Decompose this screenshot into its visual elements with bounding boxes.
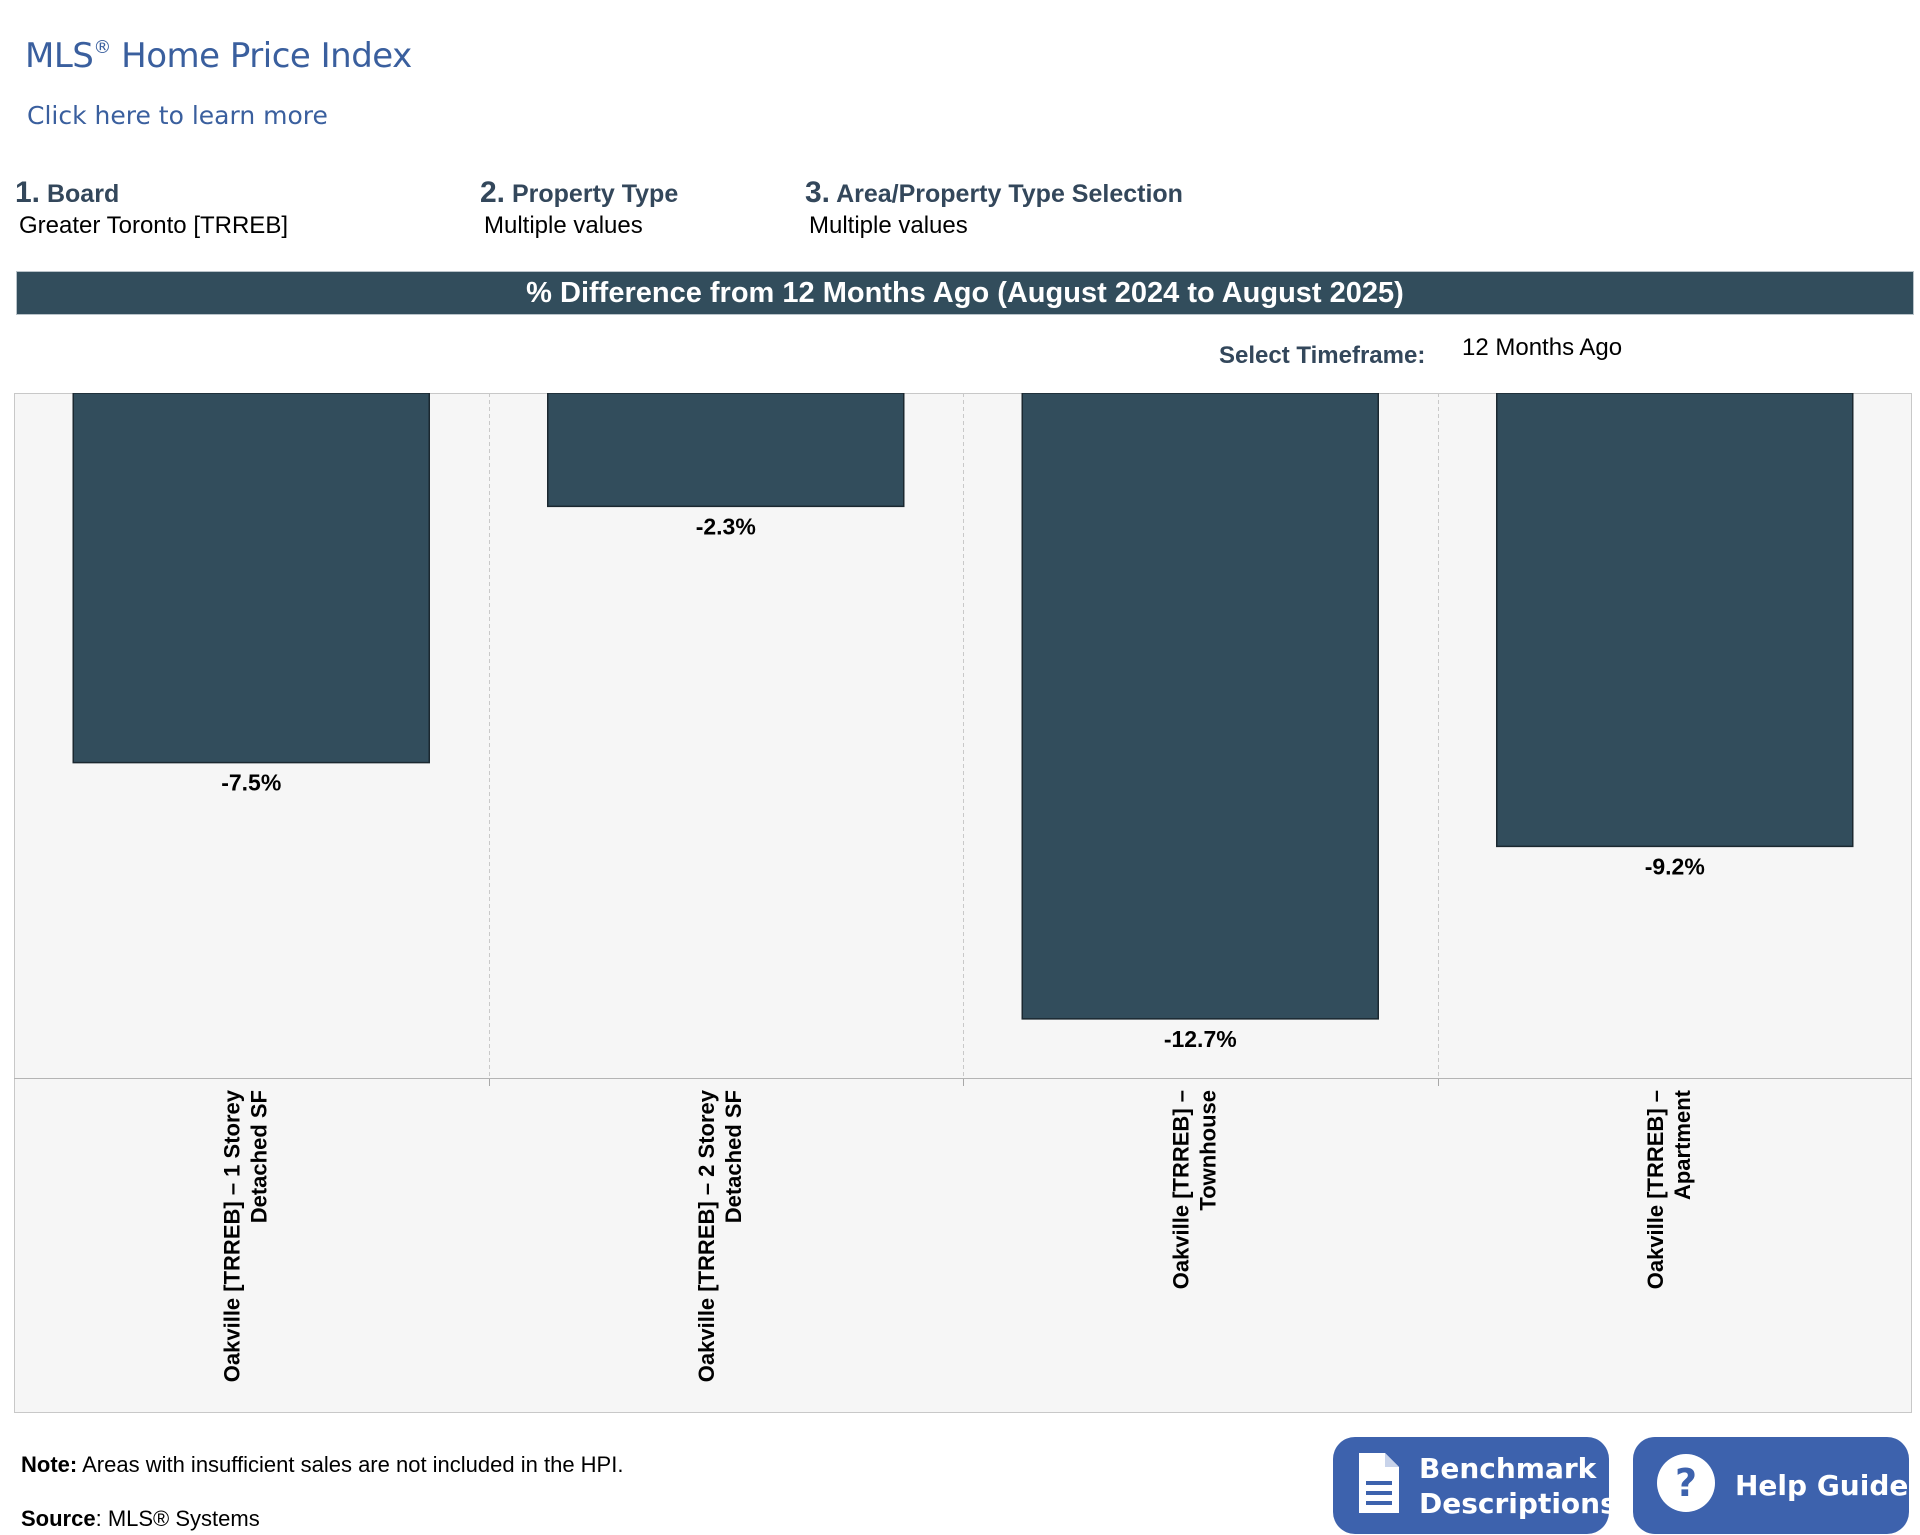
note-body: Areas with insufficient sales are not in… (77, 1452, 624, 1477)
svg-text:?: ? (1675, 1461, 1697, 1505)
timeframe-label: Select Timeframe: (1219, 342, 1426, 369)
data-label: -7.5% (221, 770, 281, 796)
registered-mark: ® (93, 37, 111, 58)
board-filter-heading: 1. Board (15, 176, 292, 210)
help-guide-button[interactable]: ? Help Guide (1633, 1437, 1909, 1534)
category-label: Oakville [TRREB] – 1 Storey (219, 1089, 244, 1382)
property-type-select[interactable]: Multiple values (484, 212, 643, 239)
page-title: MLS® Home Price Index (25, 36, 412, 76)
data-label: -12.7% (1164, 1026, 1237, 1052)
property-type-filter-heading: 2. Property Type (480, 176, 678, 210)
category-label: Detached SF (721, 1090, 746, 1223)
area-selection-filter-label: Area/Property Type Selection (836, 180, 1183, 208)
category-label: Oakville [TRREB] – (1168, 1090, 1193, 1289)
document-icon (1355, 1449, 1403, 1522)
title-mls: MLS (25, 36, 94, 76)
title-rest: Home Price Index (110, 36, 412, 76)
property-type-filter-number: 2. (480, 176, 506, 209)
timeframe-select[interactable]: 12 Months Ago (1462, 334, 1623, 361)
note-text: Note: Areas with insufficient sales are … (21, 1452, 623, 1478)
source-body: : MLS® Systems (95, 1506, 260, 1531)
help-button-label: Help Guide (1735, 1469, 1909, 1502)
source-text: Source: MLS® Systems (21, 1506, 260, 1532)
area-selection-filter: 3. Area/Property Type Selection Multiple… (805, 176, 1183, 240)
data-label: -2.3% (696, 513, 756, 539)
note-label: Note: (21, 1452, 78, 1477)
area-selection-filter-number: 3. (805, 176, 831, 209)
benchmark-button-line2: Descriptions (1419, 1486, 1617, 1520)
board-filter-number: 1. (15, 176, 41, 209)
bar (72, 393, 430, 764)
area-selection-filter-heading: 3. Area/Property Type Selection (805, 176, 1183, 210)
property-type-filter: 2. Property Type Multiple values (480, 176, 678, 240)
benchmark-descriptions-button[interactable]: Benchmark Descriptions (1333, 1437, 1617, 1534)
property-type-filter-label: Property Type (511, 180, 679, 208)
chart-title-banner: % Difference from 12 Months Ago (August … (16, 271, 1914, 315)
bar (547, 393, 905, 508)
category-label: Detached SF (246, 1090, 271, 1223)
benchmark-button-label: Benchmark Descriptions (1419, 1451, 1617, 1521)
category-label: Oakville [TRREB] – (1643, 1090, 1668, 1289)
board-filter-label: Board (46, 180, 120, 208)
bar (1496, 393, 1854, 848)
area-selection-select[interactable]: Multiple values (809, 212, 968, 239)
category-label: Oakville [TRREB] – 2 Storey (694, 1089, 719, 1382)
source-label: Source (21, 1506, 96, 1531)
category-label: Townhouse (1195, 1090, 1220, 1211)
question-icon: ? (1655, 1452, 1717, 1519)
bar-chart: -7.5%Oakville [TRREB] – 1 Storey Detached… (14, 393, 1912, 1382)
board-filter: 1. Board Greater Toronto [TRREB] (15, 176, 292, 240)
learn-more-link[interactable]: Click here to learn more (27, 101, 328, 130)
board-select[interactable]: Greater Toronto [TRREB] (19, 212, 288, 239)
bar (1021, 393, 1379, 1020)
category-label: Apartment (1670, 1089, 1695, 1200)
benchmark-button-line1: Benchmark (1419, 1451, 1597, 1485)
data-label: -9.2% (1645, 853, 1705, 879)
